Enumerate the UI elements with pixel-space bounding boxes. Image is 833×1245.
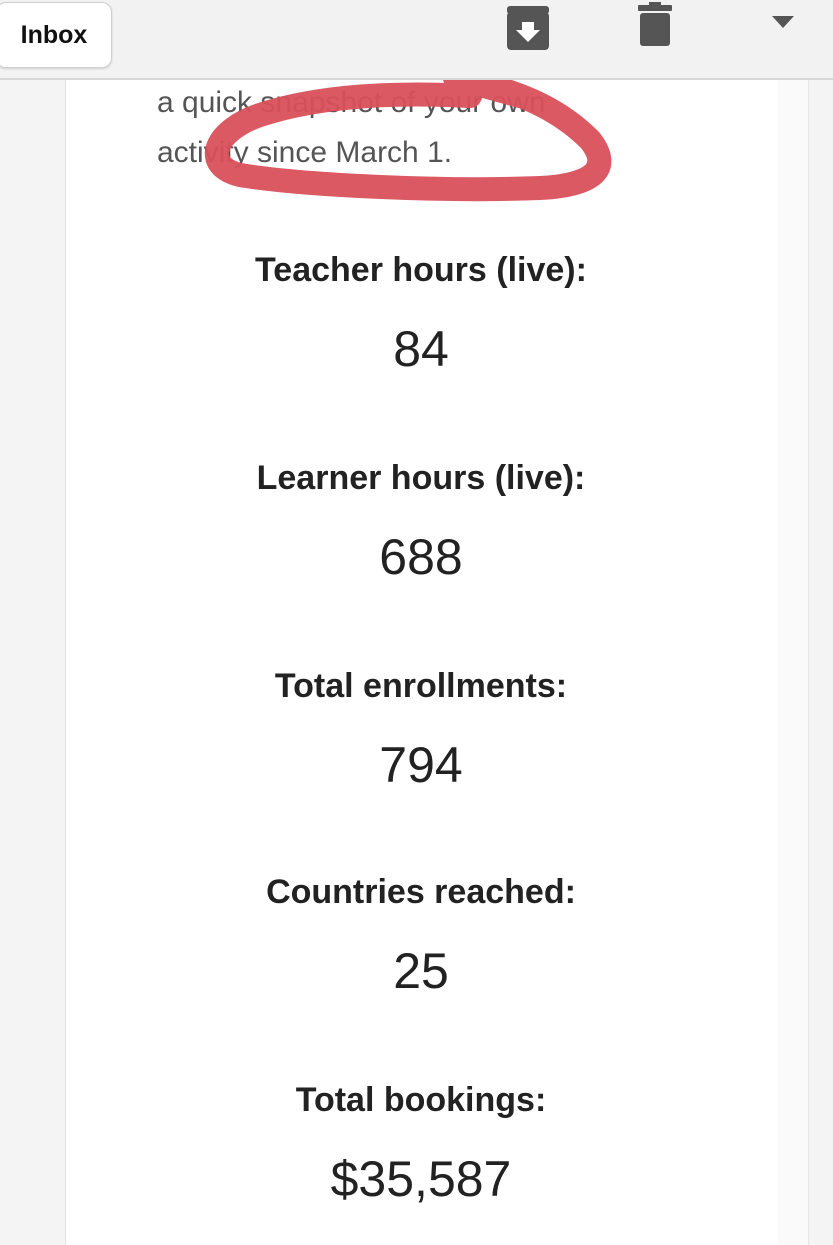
intro-text: a quick snapshot of your own activity si… bbox=[157, 78, 627, 178]
stat-value: 688 bbox=[379, 529, 463, 585]
email-body bbox=[65, 80, 779, 1245]
intro-line-1: a quick snapshot of your own bbox=[157, 86, 546, 119]
dropdown-arrow-icon[interactable] bbox=[772, 16, 794, 28]
trash-icon[interactable] bbox=[638, 2, 672, 46]
stat-label: Learner hours (live): bbox=[256, 459, 586, 497]
toolbar: Inbox bbox=[0, 0, 833, 80]
stat-learner-hours: Learner hours (live): 688 bbox=[65, 453, 777, 585]
stat-total-enrollments: Total enrollments: 794 bbox=[65, 661, 777, 793]
stat-countries-reached: Countries reached: 25 bbox=[65, 867, 777, 999]
stat-value: 25 bbox=[393, 943, 449, 999]
intro-line-2: activity since March 1. bbox=[157, 136, 453, 169]
stat-label: Countries reached: bbox=[266, 873, 576, 911]
stat-label: Total enrollments: bbox=[274, 667, 568, 705]
stat-label: Teacher hours (live): bbox=[255, 251, 587, 289]
scrollbar-track[interactable] bbox=[778, 80, 809, 1245]
stat-value: 84 bbox=[393, 321, 449, 377]
stat-value: $35,587 bbox=[330, 1151, 512, 1207]
stat-value: 794 bbox=[379, 737, 463, 793]
inbox-button[interactable]: Inbox bbox=[0, 2, 112, 68]
stat-total-bookings: Total bookings: $35,587 bbox=[65, 1075, 777, 1207]
archive-icon[interactable] bbox=[505, 6, 551, 50]
stat-teacher-hours: Teacher hours (live): 84 bbox=[65, 245, 777, 377]
stat-label: Total bookings: bbox=[295, 1081, 547, 1119]
